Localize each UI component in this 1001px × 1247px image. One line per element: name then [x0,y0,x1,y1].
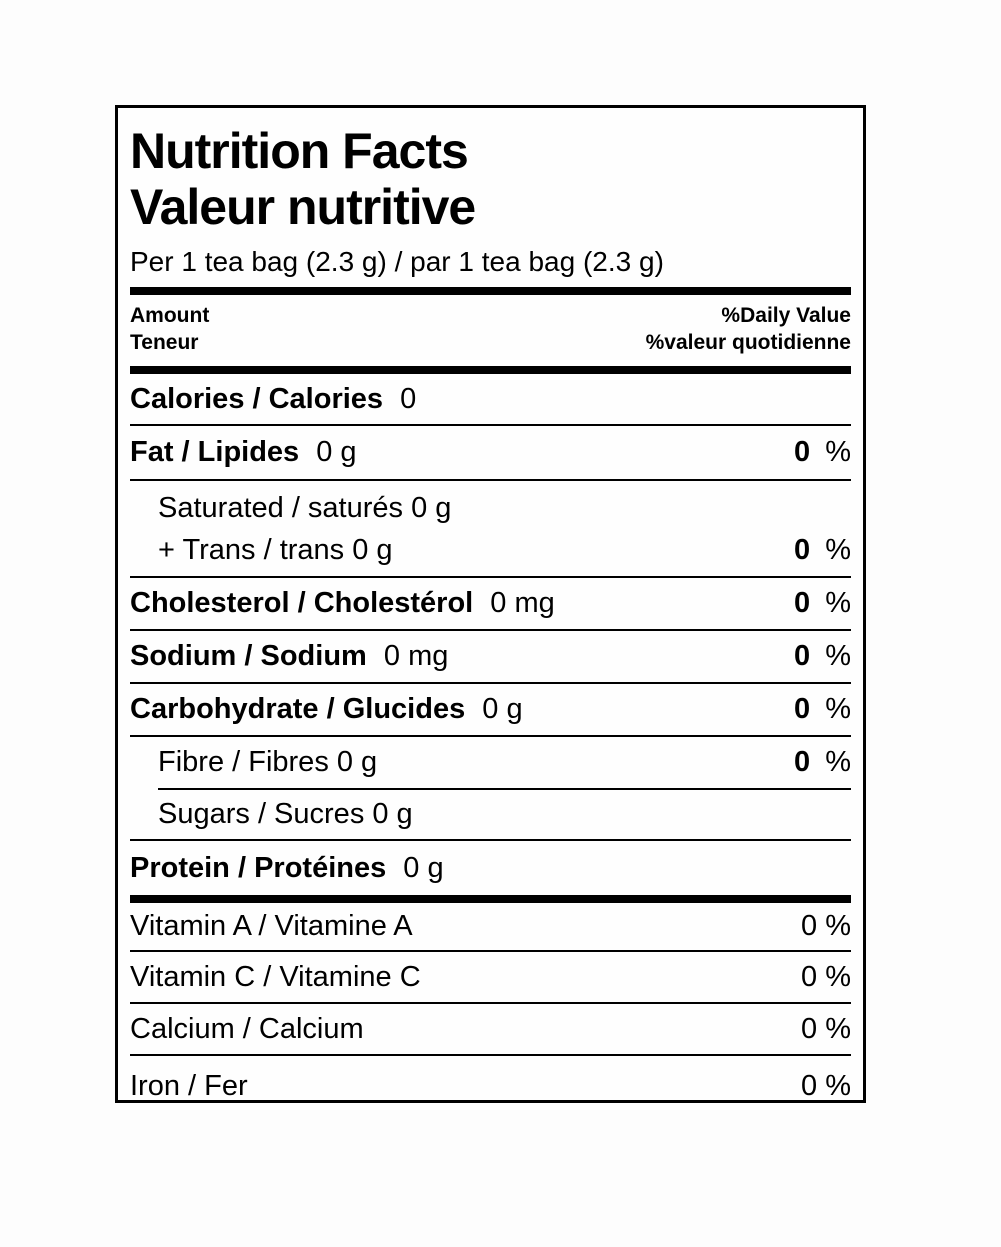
daily-value: 0 % [794,587,851,620]
daily-value: 0 % [794,693,851,726]
daily-value: 0 % [794,436,851,469]
row-carbohydrate: Carbohydrate / Glucides 0 g 0 % [130,682,851,735]
daily-value: 0 % [801,1069,851,1102]
percent-sign: % [825,693,851,725]
nutrient-amount: 0 g [403,851,444,884]
column-header: Amount Teneur %Daily Value %valeur quoti… [130,295,851,366]
row-label: Sodium / Sodium 0 mg [130,640,448,673]
percent-sign: % [825,436,851,468]
nutrient-amount: 0 mg [490,587,555,619]
row-label: Fat / Lipides 0 g [130,436,357,469]
nutrient-name: Sodium / Sodium [130,640,367,672]
row-saturated-trans: Saturated / saturés 0 g + Trans / trans … [130,479,851,576]
nutrient-name-trans: + Trans / trans 0 g [158,533,393,566]
daily-value: 0 % [794,534,851,576]
daily-value-number: 0 [794,587,811,619]
daily-value-number: 0 [794,640,811,672]
percent-sign: % [825,640,851,672]
thick-divider-bottom [130,895,851,903]
daily-value-number: 0 [794,746,811,778]
row-label: Cholesterol / Cholestérol 0 mg [130,587,555,620]
serving-size: Per 1 tea bag (2.3 g) / par 1 tea bag (2… [130,246,664,277]
nutrient-name: Fat / Lipides [130,436,300,468]
nutrition-facts-label: Nutrition Facts Valeur nutritive Per 1 t… [115,105,866,1103]
daily-value: 0 % [801,1012,851,1045]
nutrient-name: Carbohydrate / Glucides [130,693,466,725]
daily-value: 0 % [801,960,851,993]
row-label: Iron / Fer [130,1069,248,1102]
nutrient-name: Cholesterol / Cholestérol [130,587,474,619]
thick-divider-top [130,287,851,295]
row-label: Vitamin C / Vitamine C [130,960,421,993]
daily-value-number: 0 [794,534,811,566]
row-protein: Protein / Protéines 0 g [130,839,851,895]
row-label: Calories / Calories 0 [130,383,416,416]
row-fat: Fat / Lipides 0 g 0 % [130,424,851,479]
daily-value-header-english: %Daily Value [721,304,851,327]
row-label: Protein / Protéines 0 g [130,852,444,885]
nutrient-amount: 0 mg [383,640,449,672]
nutrient-amount: 0 g [482,693,523,725]
row-label: Fibre / Fibres 0 g [158,746,378,778]
row-label: Sugars / Sucres 0 g [158,798,413,830]
row-vitamin-c: Vitamin C / Vitamine C 0 % [130,950,851,1002]
nutrient-amount: 0 g [316,436,357,468]
nutrient-name-saturated: Saturated / saturés 0 g [158,491,452,524]
row-calories: Calories / Calories 0 [130,374,851,424]
title-french: Valeur nutritive [130,179,476,235]
daily-value-number: 0 [794,693,811,725]
thick-divider-header [130,366,851,374]
title-english: Nutrition Facts [130,123,469,179]
daily-value: 0 % [794,746,851,779]
percent-sign: % [825,534,851,566]
nutrient-name: Protein / Protéines [130,851,387,884]
daily-value: 0 % [794,640,851,673]
title-block: Nutrition Facts Valeur nutritive [130,123,851,235]
amount-header-english: Amount [130,304,210,327]
row-vitamin-a: Vitamin A / Vitamine A 0 % [130,903,851,950]
row-label: Vitamin A / Vitamine A [130,910,413,942]
row-cholesterol: Cholesterol / Cholestérol 0 mg 0 % [130,576,851,629]
daily-value-number: 0 [794,436,811,468]
row-label: Calcium / Calcium [130,1012,364,1045]
nutrient-name: Calories / Calories [130,382,384,415]
row-fibre: Fibre / Fibres 0 g 0 % [130,735,851,788]
daily-value: 0 % [801,910,851,942]
row-label: Saturated / saturés 0 g + Trans / trans … [130,487,451,571]
row-sodium: Sodium / Sodium 0 mg 0 % [130,629,851,682]
row-iron: Iron / Fer 0 % [130,1054,851,1116]
percent-sign: % [825,587,851,619]
percent-sign: % [825,746,851,778]
nutrient-amount: 0 [400,382,417,415]
daily-value-header-french: %valeur quotidienne [645,331,851,354]
amount-header-french: Teneur [130,331,199,354]
amount-header: Amount Teneur [130,302,209,356]
indented-divider [158,788,851,790]
row-calcium: Calcium / Calcium 0 % [130,1002,851,1054]
row-sugars: Sugars / Sucres 0 g [130,790,851,839]
row-label: Carbohydrate / Glucides 0 g [130,693,523,726]
daily-value-header: %Daily Value %valeur quotidienne [646,302,851,356]
